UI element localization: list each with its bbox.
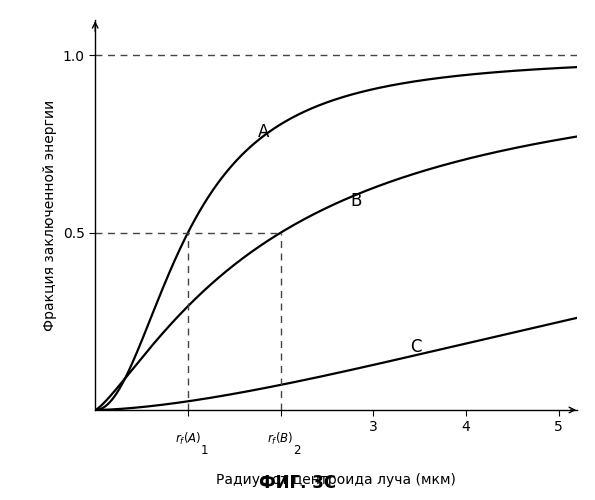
Text: B: B [350,192,361,210]
Text: A: A [258,123,269,141]
Text: $r_f(A)$: $r_f(A)$ [175,432,201,448]
Text: 2: 2 [293,444,301,456]
Y-axis label: Фракция заключенной энергии: Фракция заключенной энергии [43,100,57,330]
Text: C: C [411,338,422,355]
Text: ФИГ. 3C: ФИГ. 3C [259,474,336,492]
X-axis label: Радиус от центроида луча (мкм): Радиус от центроида луча (мкм) [216,474,456,488]
Text: 1: 1 [201,444,208,456]
Text: $r_f(B)$: $r_f(B)$ [267,432,294,448]
